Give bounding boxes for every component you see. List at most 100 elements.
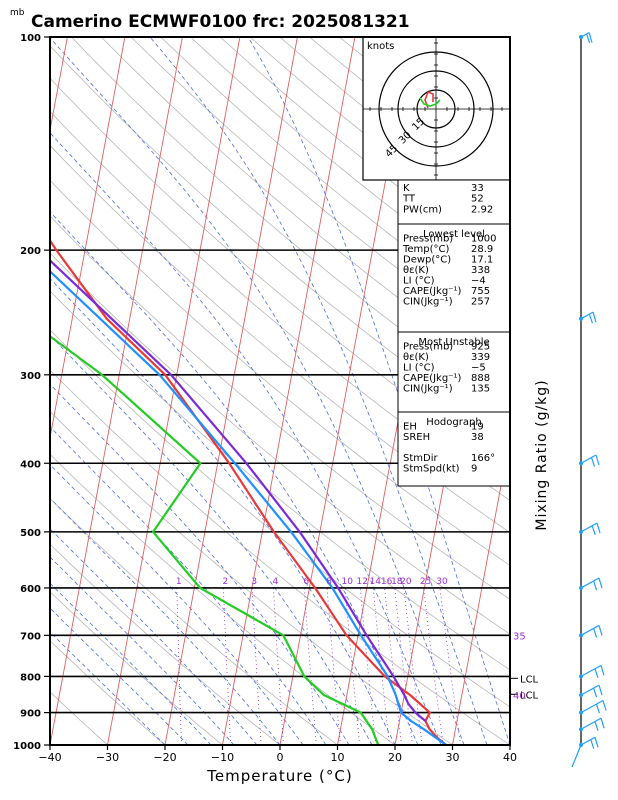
index-value: 52 <box>471 194 484 205</box>
index-value: 9 <box>471 464 477 475</box>
index-label: K <box>403 183 410 194</box>
wind-barb-feather <box>600 665 605 676</box>
index-label: Press(mb) <box>403 342 453 353</box>
index-value: 33 <box>471 183 484 194</box>
dry-adiabat <box>50 329 510 708</box>
wind-barb <box>580 684 600 696</box>
wind-barb-feather <box>593 628 598 638</box>
wind-barb <box>580 577 600 589</box>
mixing-ratio-label: 16 <box>381 577 393 587</box>
right-side-label: 35 <box>513 631 526 642</box>
index-label: CAPE(Jkg⁻¹) <box>403 373 461 384</box>
wind-barb-feather <box>600 718 605 729</box>
index-label: θε(K) <box>403 265 429 276</box>
mixing-ratio-label: 25 <box>420 577 431 587</box>
moist-adiabat <box>50 426 327 745</box>
wind-barb-feather <box>598 577 603 589</box>
wind-barb-feather <box>602 700 607 711</box>
wind-barb-feather <box>593 687 598 698</box>
moist-adiabat <box>50 631 166 745</box>
wind-barb <box>580 624 600 636</box>
pressure-tick-label: 900 <box>20 709 41 720</box>
index-value: 38 <box>471 432 484 443</box>
mixing-ratio-label: 8 <box>326 577 332 587</box>
index-label: Dewp(°C) <box>403 255 451 266</box>
wind-barb-feather <box>586 33 591 44</box>
index-label: StmSpd(kt) <box>403 464 460 475</box>
mixing-ratio-axis-label: Mixing Ratio (g/kg) <box>534 379 550 530</box>
moist-adiabat <box>50 211 419 745</box>
plot-frame <box>49 36 511 746</box>
pressure-unit-label: mb <box>10 8 25 18</box>
wind-barb <box>580 664 602 677</box>
wind-barb-feather <box>594 668 599 678</box>
wind-barb-profile <box>571 32 607 768</box>
indices-block <box>397 411 511 487</box>
temperature-profile <box>50 238 447 745</box>
index-label: StmDir <box>403 453 438 464</box>
moist-adiabat <box>50 132 442 745</box>
pressure-tick-label: 1000 <box>13 741 41 752</box>
index-label: Press(mb) <box>403 234 453 245</box>
index-value: 925 <box>471 342 490 353</box>
dry-adiabat <box>50 410 453 745</box>
mixing-ratio-label: 4 <box>273 577 279 587</box>
isotherm <box>452 435 510 745</box>
index-label: TT <box>402 194 416 205</box>
dry-adiabat <box>50 215 510 600</box>
mixing-ratio-label: 14 <box>369 577 381 587</box>
dry-adiabat <box>50 77 510 470</box>
indices-block-title: Hodograph <box>426 417 481 428</box>
index-value: −4 <box>471 276 486 287</box>
index-value: 755 <box>471 286 490 297</box>
dry-adiabat <box>50 640 166 745</box>
moist-adiabat <box>149 37 488 745</box>
index-value: 1000 <box>471 234 496 245</box>
index-label: CAPE(Jkg⁻¹) <box>403 286 461 297</box>
temperature-tick-label: −30 <box>96 751 119 764</box>
mixing-ratio-label: 1 <box>176 577 182 587</box>
dry-adiabat <box>50 144 510 534</box>
indices-block <box>397 179 511 225</box>
right-side-label: LCL <box>520 674 539 685</box>
mixing-ratio-label: 2 <box>223 577 229 587</box>
wind-barb-feather <box>591 525 596 535</box>
index-value: 888 <box>471 373 490 384</box>
temperature-tick-label: −40 <box>38 751 61 764</box>
index-value: 339 <box>471 352 490 363</box>
dry-adiabat <box>50 369 510 745</box>
dry-adiabat <box>50 543 281 745</box>
mixing-ratio-label: 18 <box>391 577 403 587</box>
index-label: θε(K) <box>403 352 429 363</box>
isotherm <box>50 37 126 440</box>
mixing-ratio-label: 10 <box>341 577 353 587</box>
indices-block <box>397 331 511 413</box>
wind-barb <box>580 736 596 746</box>
pressure-tick-label: 500 <box>20 528 41 539</box>
right-side-label: LCL <box>520 690 539 701</box>
virtual-temperature-profile <box>50 258 427 722</box>
mixing-ratio-line <box>176 587 182 745</box>
wind-barb <box>580 522 598 533</box>
dewpoint-profile <box>50 334 380 745</box>
wind-barb <box>580 717 602 730</box>
wind-barb-surface <box>571 744 582 768</box>
index-value: 2.92 <box>471 204 493 215</box>
isotherm <box>0 37 10 745</box>
wind-barb-feather <box>598 684 603 696</box>
pressure-tick-label: 800 <box>20 672 41 683</box>
index-label: LI (°C) <box>403 276 435 287</box>
pressure-tick-label: 400 <box>20 459 41 470</box>
dry-adiabat <box>50 290 510 671</box>
wind-barb-feather <box>590 739 595 749</box>
right-side-label: 40 <box>513 691 526 702</box>
moist-adiabat <box>50 37 465 745</box>
wind-barb <box>580 454 597 464</box>
wind-barb-feather <box>593 580 598 591</box>
x-axis-label: Temperature (°C) <box>206 767 352 785</box>
wind-barb-feather <box>595 704 600 714</box>
wind-barb-feather <box>598 625 603 636</box>
